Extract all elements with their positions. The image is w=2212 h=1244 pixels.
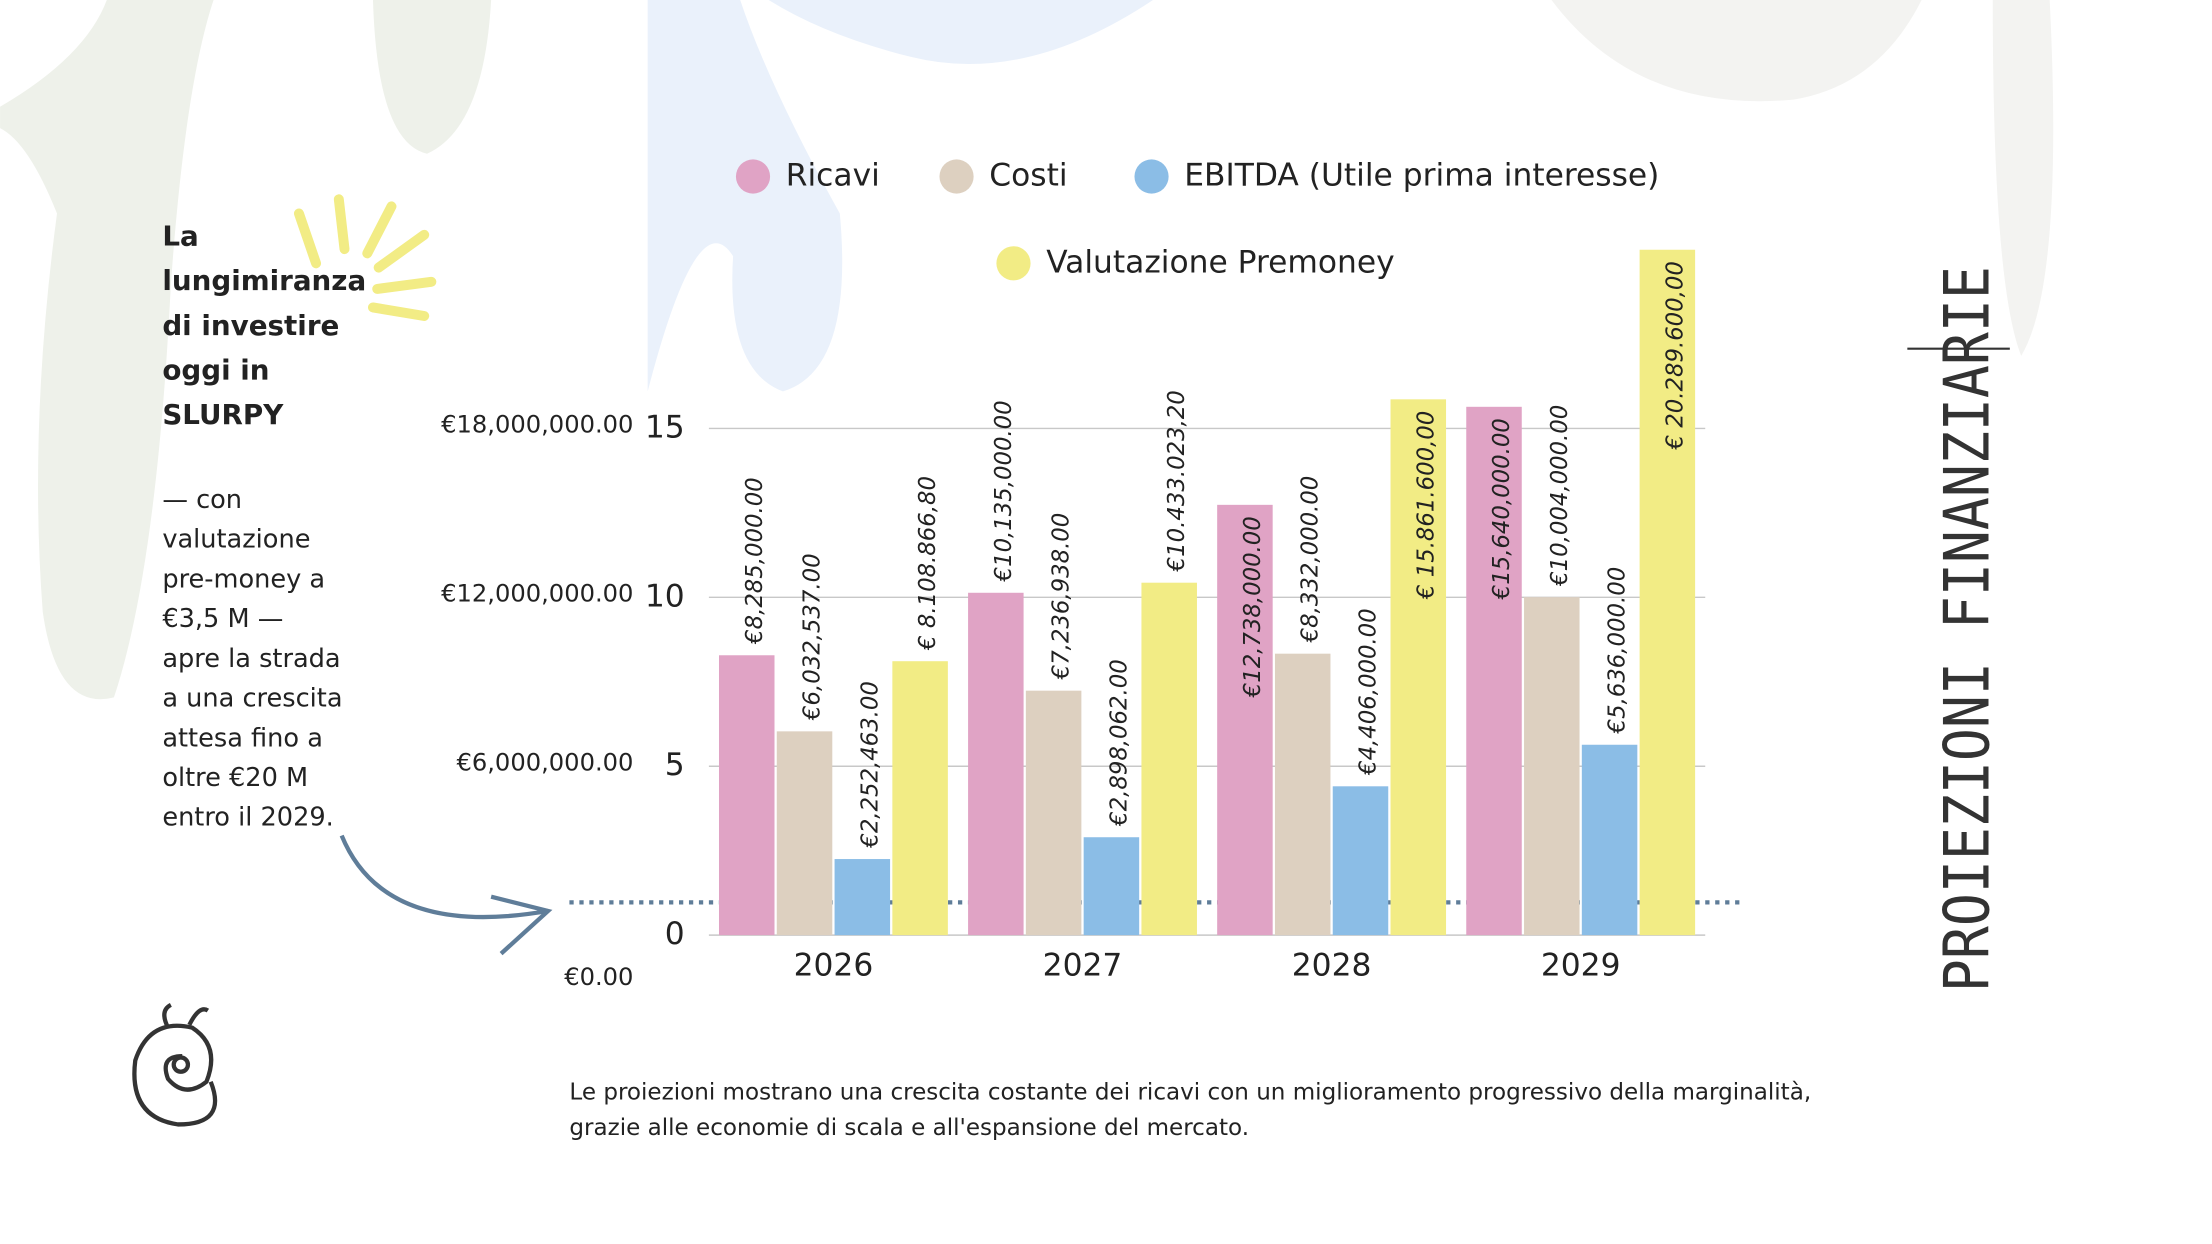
value-label: €5,636,000.00: [1605, 567, 1631, 735]
legend-label: Ricavi: [786, 157, 880, 193]
sun-rays: [293, 194, 437, 321]
value-label: €8,285,000.00: [742, 477, 768, 645]
value-label: €15,640,000.00: [1489, 418, 1515, 600]
aside-heading: oggi in: [162, 353, 269, 386]
bar: [1524, 597, 1580, 936]
arrow: [339, 834, 549, 920]
y-tick-label: 15: [645, 409, 685, 445]
legend-swatch: [996, 246, 1031, 281]
caption: Le proiezioni mostrano una crescita cost…: [569, 1080, 1811, 1142]
aside-heading: SLURPY: [162, 398, 284, 431]
logo: [132, 1002, 218, 1127]
aside-body: oltre €20 M: [162, 763, 308, 793]
aside-body: pre-money a: [162, 564, 325, 594]
aside-body: entro il 2029.: [162, 803, 333, 833]
aside-heading: lungimiranza: [162, 264, 366, 297]
y-tick-label: 10: [645, 578, 685, 614]
y2-tick-label: €12,000,000.00: [441, 579, 633, 607]
value-label: € 8.108.866,80: [915, 476, 941, 651]
value-label: €2,252,463.00: [857, 681, 883, 849]
aside-heading: di investire: [162, 309, 339, 342]
bar: [1025, 690, 1082, 936]
aside-body: — con: [162, 485, 242, 515]
aside-heading: La: [162, 220, 198, 253]
y2-tick-label: €0.00: [564, 963, 633, 991]
bar: [1217, 504, 1273, 936]
caption-line: grazie alle economie di scala e all'espa…: [569, 1115, 1249, 1141]
bar: [834, 859, 891, 936]
bar: [776, 731, 833, 936]
bar: [1274, 653, 1331, 936]
value-label: €10,135,000.00: [991, 400, 1017, 582]
value-label: €10.433.023,20: [1164, 390, 1190, 572]
bar: [1639, 249, 1696, 936]
aside-text: La lungimiranza di investire oggi in SLURPY —…: [162, 220, 366, 833]
legend-swatch: [939, 159, 974, 194]
value-label: €4,406,000.00: [1356, 608, 1382, 776]
bar: [1141, 582, 1197, 936]
x-tick-label: 2029: [1541, 947, 1621, 983]
bar: [718, 655, 775, 936]
aside-body: a una crescita: [162, 684, 342, 714]
value-label: €10,004,000.00: [1547, 405, 1573, 587]
bar: [1581, 744, 1638, 936]
bar: [1466, 406, 1522, 936]
aside-body: attesa fino a: [162, 723, 323, 753]
y2-tick-label: €18,000,000.00: [441, 411, 633, 439]
value-label: € 20.289.600,00: [1662, 261, 1688, 450]
legend-label: EBITDA (Utile prima interesse): [1184, 157, 1659, 193]
aside-body: €3,5 M —: [162, 604, 283, 634]
caption-line: Le proiezioni mostrano una crescita cost…: [569, 1080, 1811, 1106]
legend-label: Costi: [989, 157, 1067, 193]
bar: [1390, 399, 1447, 936]
side-title: PROIEZIONI FINANZIARIE: [1930, 266, 2003, 992]
value-label: €2,898,062.00: [1106, 659, 1132, 827]
legend-swatch: [735, 159, 771, 194]
y2-tick-label: €6,000,000.00: [456, 748, 633, 776]
value-label: € 15.861.600,00: [1413, 411, 1439, 600]
x-tick-label: 2027: [1043, 947, 1123, 983]
value-label: €7,236,938.00: [1049, 513, 1075, 681]
aside-body: apre la strada: [162, 644, 340, 674]
value-label: €6,032,537.00: [800, 553, 826, 721]
y-tick-label: 5: [665, 747, 685, 783]
value-label: €8,332,000.00: [1298, 476, 1324, 644]
bar: [892, 661, 948, 936]
y-tick-label: 0: [665, 916, 685, 952]
background-shapes: [0, 0, 2054, 700]
legend-label: Valutazione Premoney: [1046, 244, 1394, 280]
bar: [1083, 837, 1140, 936]
value-label: €12,738,000.00: [1240, 516, 1266, 698]
arrow-head: [490, 894, 553, 956]
legend-swatch: [1134, 159, 1169, 194]
bar: [968, 592, 1024, 936]
bar: [1332, 786, 1389, 936]
x-tick-label: 2028: [1292, 947, 1372, 983]
x-tick-label: 2026: [794, 947, 874, 983]
aside-body: valutazione: [162, 525, 310, 555]
